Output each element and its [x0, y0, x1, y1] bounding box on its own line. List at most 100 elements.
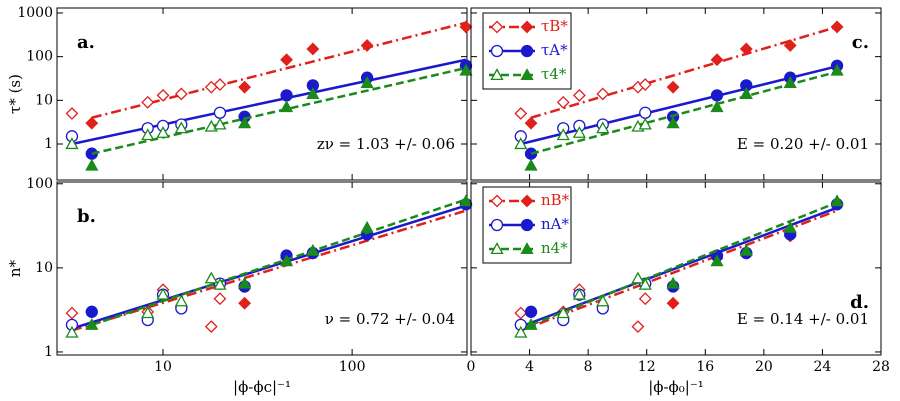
marker: [85, 318, 99, 330]
marker: [237, 116, 252, 129]
fit-line: [530, 201, 838, 327]
plot-frame: [470, 7, 882, 181]
x-axis-title: |ϕ-ϕ₀|⁻¹: [648, 378, 704, 396]
marker: [524, 116, 538, 130]
y-axis-title: n*: [6, 259, 24, 277]
legend-label: τ4*: [541, 65, 567, 83]
panel-label: a.: [77, 32, 95, 53]
fit-annotation: E = 0.14 +/- 0.01: [737, 310, 869, 328]
marker: [459, 194, 473, 207]
marker: [524, 158, 538, 171]
x-axis-title: |ϕ-ϕc|⁻¹: [233, 378, 291, 396]
legend-label: τA*: [541, 41, 568, 59]
marker: [638, 117, 652, 130]
panel: 0 4 8 12 16 20 24 28 d.E = 0.14 +/- 0.01 |ϕ-ϕ₀|⁻¹…: [467, 181, 890, 396]
marker: [572, 88, 586, 102]
marker: [520, 218, 534, 232]
marker: [85, 158, 99, 171]
marker: [739, 243, 753, 256]
marker: [204, 271, 218, 284]
marker: [65, 325, 79, 338]
fit-line: [520, 209, 838, 332]
marker: [514, 107, 528, 120]
marker: [631, 271, 645, 284]
y-tick-label: 100: [26, 176, 53, 192]
x-tick-label: 8: [584, 359, 593, 375]
marker: [666, 116, 680, 129]
marker: [572, 287, 586, 300]
fit-annotation: ν = 0.72 +/- 0.04: [325, 310, 455, 328]
marker: [514, 306, 528, 320]
panel-label: d.: [850, 292, 869, 313]
marker: [490, 218, 504, 232]
marker: [204, 320, 218, 334]
marker: [459, 20, 473, 34]
x-tick-label: 20: [755, 359, 773, 375]
marker: [65, 137, 79, 150]
panel-label: c.: [852, 32, 869, 53]
legend-label: n4*: [541, 239, 568, 257]
fit-annotation: zν = 1.03 +/- 0.06: [317, 135, 455, 153]
marker: [237, 276, 252, 289]
x-tick-label: 4: [525, 359, 534, 375]
marker: [360, 76, 374, 89]
marker: [739, 87, 753, 100]
x-tick-label: 0: [467, 359, 476, 375]
x-tick-label: 10: [154, 359, 172, 375]
x-tick-label: 24: [814, 359, 832, 375]
marker: [213, 117, 227, 130]
marker: [306, 87, 320, 100]
marker: [238, 296, 252, 310]
marker: [156, 287, 170, 300]
marker: [631, 320, 645, 334]
marker: [156, 88, 170, 102]
marker: [572, 126, 586, 138]
marker: [520, 20, 534, 34]
y-tick-label: 10: [35, 92, 53, 108]
marker: [279, 254, 294, 267]
marker: [490, 20, 504, 34]
marker: [360, 39, 374, 52]
marker: [490, 194, 504, 208]
plot-frame: [470, 181, 882, 356]
fit-line: [71, 204, 467, 330]
fit-line: [520, 206, 838, 328]
x-tick-label: 16: [696, 359, 714, 375]
marker: [490, 44, 504, 58]
marker: [174, 294, 188, 307]
marker: [783, 39, 797, 52]
marker: [830, 63, 844, 76]
marker: [520, 194, 534, 208]
fit-line: [91, 66, 467, 155]
marker: [514, 325, 528, 338]
fit-line: [91, 21, 467, 119]
marker: [65, 107, 79, 120]
marker: [638, 78, 652, 91]
marker: [141, 128, 155, 141]
marker: [596, 87, 610, 101]
legend-label: τB*: [541, 17, 568, 35]
panel: c. E = 0.20 +/- 0.01 τB* τA* τ4*: [470, 7, 882, 181]
marker: [556, 128, 570, 141]
marker: [596, 121, 610, 134]
panel: 10 100 1 10 100 b. ν = 0.72 +/- 0.04 n* |ϕ-ϕc|⁻¹: [6, 176, 473, 396]
marker: [156, 126, 170, 138]
marker: [85, 305, 98, 318]
plot-frame: [56, 181, 468, 356]
marker: [524, 318, 538, 330]
fit-line: [530, 25, 838, 119]
marker: [556, 306, 570, 319]
marker: [638, 277, 652, 290]
y-tick-label: 10: [35, 260, 53, 276]
marker: [596, 294, 610, 307]
marker: [213, 106, 227, 119]
fit-annotation: E = 0.20 +/- 0.01: [737, 135, 869, 153]
panel: 1 10 100 1000 a. zν = 1.03 +/- 0.06 τ* (s): [6, 5, 473, 181]
panel-label: b.: [77, 206, 96, 227]
marker: [280, 89, 293, 102]
marker: [141, 95, 155, 109]
marker: [524, 305, 538, 318]
marker: [666, 276, 680, 289]
x-tick-label: 28: [872, 359, 890, 375]
